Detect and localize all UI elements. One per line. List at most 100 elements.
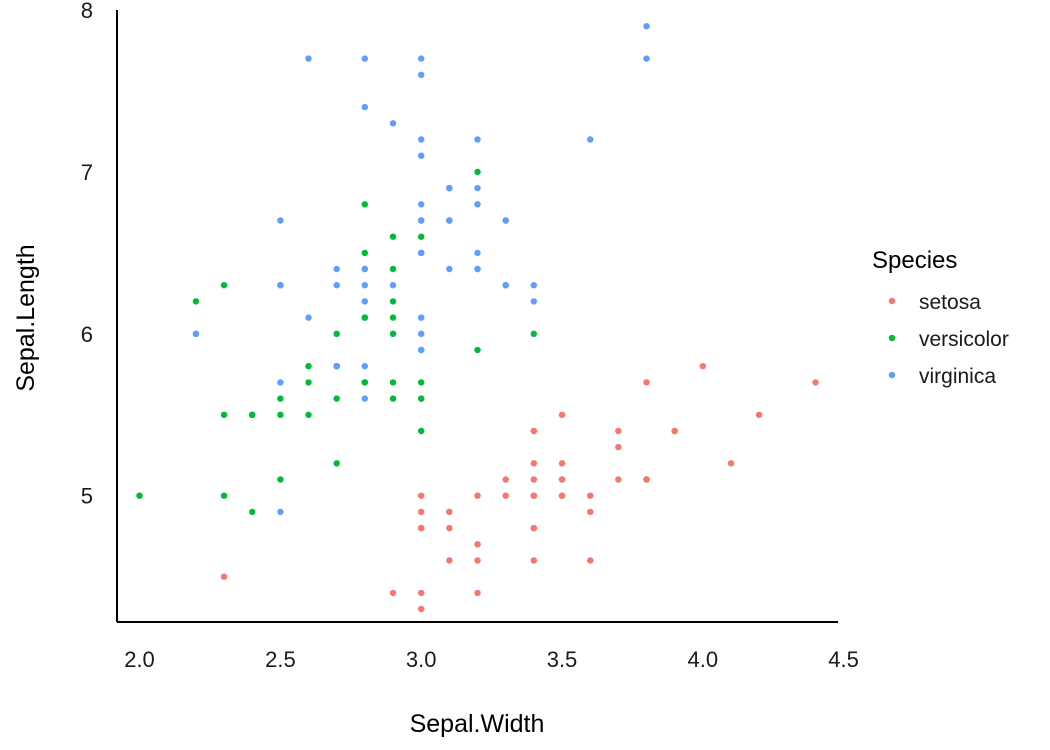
legend-key-virginica [888, 371, 896, 379]
data-point-versicolor-4 [361, 249, 368, 257]
data-point-setosa-21 [615, 476, 622, 483]
data-point-versicolor-46 [389, 379, 397, 386]
data-point-virginica-46 [277, 282, 284, 289]
x-axis-title: Sepal.Width [410, 710, 545, 738]
data-point-versicolor-40 [305, 411, 312, 418]
legend: Species setosa versicolor virginica [872, 247, 1009, 388]
x-tick-label: 4.0 [688, 647, 719, 672]
data-point-virginica-3 [389, 282, 397, 289]
data-point-setosa-49 [502, 492, 509, 499]
data-point-virginica-8 [277, 217, 284, 224]
data-point-setosa-46 [643, 476, 650, 483]
data-point-setosa-26 [530, 492, 537, 499]
data-point-setosa-15 [812, 379, 819, 386]
data-point-virginica-33 [361, 282, 368, 289]
data-point-setosa-36 [558, 411, 566, 418]
data-point-versicolor-48 [277, 476, 284, 483]
legend-label-virginica: virginica [919, 365, 996, 388]
data-point-setosa-48 [615, 443, 622, 451]
data-point-versicolor-43 [220, 492, 228, 499]
data-point-setosa-25 [418, 492, 425, 499]
data-point-setosa-6 [530, 557, 537, 564]
data-point-setosa-29 [474, 541, 481, 548]
data-point-versicolor-14 [389, 395, 397, 402]
data-point-versicolor-35 [530, 330, 537, 337]
x-tick-labels: 2.0 2.5 3.0 3.5 4.0 4.5 [124, 647, 859, 672]
data-point-virginica-7 [389, 120, 397, 127]
data-point-virginica-31 [643, 23, 650, 30]
data-point-virginica-12 [418, 201, 425, 208]
data-point-virginica-0 [502, 282, 509, 289]
data-point-virginica-23 [333, 282, 340, 289]
x-tick-label: 2.5 [265, 647, 296, 672]
y-axis-title: Sepal.Length [12, 244, 40, 391]
data-point-virginica-10 [474, 249, 481, 257]
data-point-versicolor-34 [418, 427, 425, 435]
data-point-versicolor-29 [305, 379, 312, 386]
x-tick-label: 4.5 [828, 647, 859, 672]
data-point-setosa-1 [418, 508, 425, 516]
data-point-virginica-11 [333, 265, 340, 273]
data-point-virginica-6 [277, 508, 284, 516]
data-point-virginica-44 [502, 217, 509, 224]
data-point-virginica-42 [333, 363, 340, 370]
data-point-versicolor-37 [220, 282, 228, 289]
data-point-virginica-35 [418, 55, 425, 62]
data-point-versicolor-33 [333, 330, 340, 337]
data-point-versicolor-45 [418, 379, 425, 386]
data-point-virginica-48 [530, 298, 537, 305]
data-point-setosa-37 [587, 508, 594, 516]
data-point-versicolor-20 [474, 346, 481, 354]
y-tick-labels: 5 6 7 8 [81, 0, 93, 509]
data-point-versicolor-13 [389, 314, 397, 321]
x-tick-label: 3.5 [547, 647, 578, 672]
data-point-versicolor-8 [389, 233, 397, 240]
data-point-setosa-35 [474, 492, 481, 499]
data-point-versicolor-9 [333, 460, 340, 467]
legend-key-versicolor [888, 334, 896, 342]
data-point-setosa-22 [587, 557, 594, 564]
data-point-setosa-33 [755, 411, 763, 418]
data-point-virginica-32 [361, 265, 368, 273]
data-point-setosa-27 [558, 460, 566, 467]
data-point-virginica-20 [474, 184, 481, 192]
data-point-virginica-40 [446, 217, 453, 224]
data-point-versicolor-49 [361, 379, 368, 386]
data-point-virginica-29 [418, 136, 425, 143]
data-point-virginica-47 [418, 249, 425, 257]
data-point-versicolor-0 [474, 168, 481, 176]
data-point-setosa-34 [446, 508, 453, 516]
data-point-versicolor-25 [418, 233, 425, 240]
data-point-setosa-23 [502, 476, 509, 483]
y-tick-label: 6 [81, 322, 93, 347]
data-point-setosa-39 [530, 476, 537, 483]
data-point-setosa-4 [587, 492, 594, 499]
data-point-virginica-37 [446, 265, 453, 273]
data-point-virginica-49 [418, 346, 425, 354]
data-point-versicolor-24 [389, 265, 397, 273]
data-point-setosa-45 [418, 524, 425, 532]
data-point-versicolor-47 [389, 298, 397, 305]
data-point-setosa-32 [727, 460, 735, 467]
data-point-setosa-13 [418, 605, 425, 613]
data-point-virginica-22 [361, 55, 368, 62]
data-point-setosa-42 [474, 589, 481, 597]
legend-label-setosa: setosa [919, 291, 981, 314]
data-point-setosa-10 [615, 427, 622, 435]
points-layer [136, 23, 819, 613]
legend-items: setosa versicolor virginica [888, 291, 1009, 388]
data-point-setosa-8 [389, 589, 397, 597]
y-tick-label: 5 [81, 484, 93, 509]
data-point-setosa-31 [530, 427, 537, 435]
data-point-virginica-21 [361, 395, 368, 402]
data-point-setosa-3 [446, 557, 453, 564]
data-point-setosa-17 [558, 476, 566, 483]
data-point-virginica-30 [361, 103, 368, 111]
data-point-virginica-43 [474, 201, 481, 208]
legend-title: Species [872, 247, 957, 274]
data-point-setosa-30 [446, 524, 453, 532]
data-point-virginica-5 [418, 71, 425, 79]
data-point-versicolor-7 [249, 508, 256, 516]
data-point-versicolor-3 [220, 411, 228, 418]
